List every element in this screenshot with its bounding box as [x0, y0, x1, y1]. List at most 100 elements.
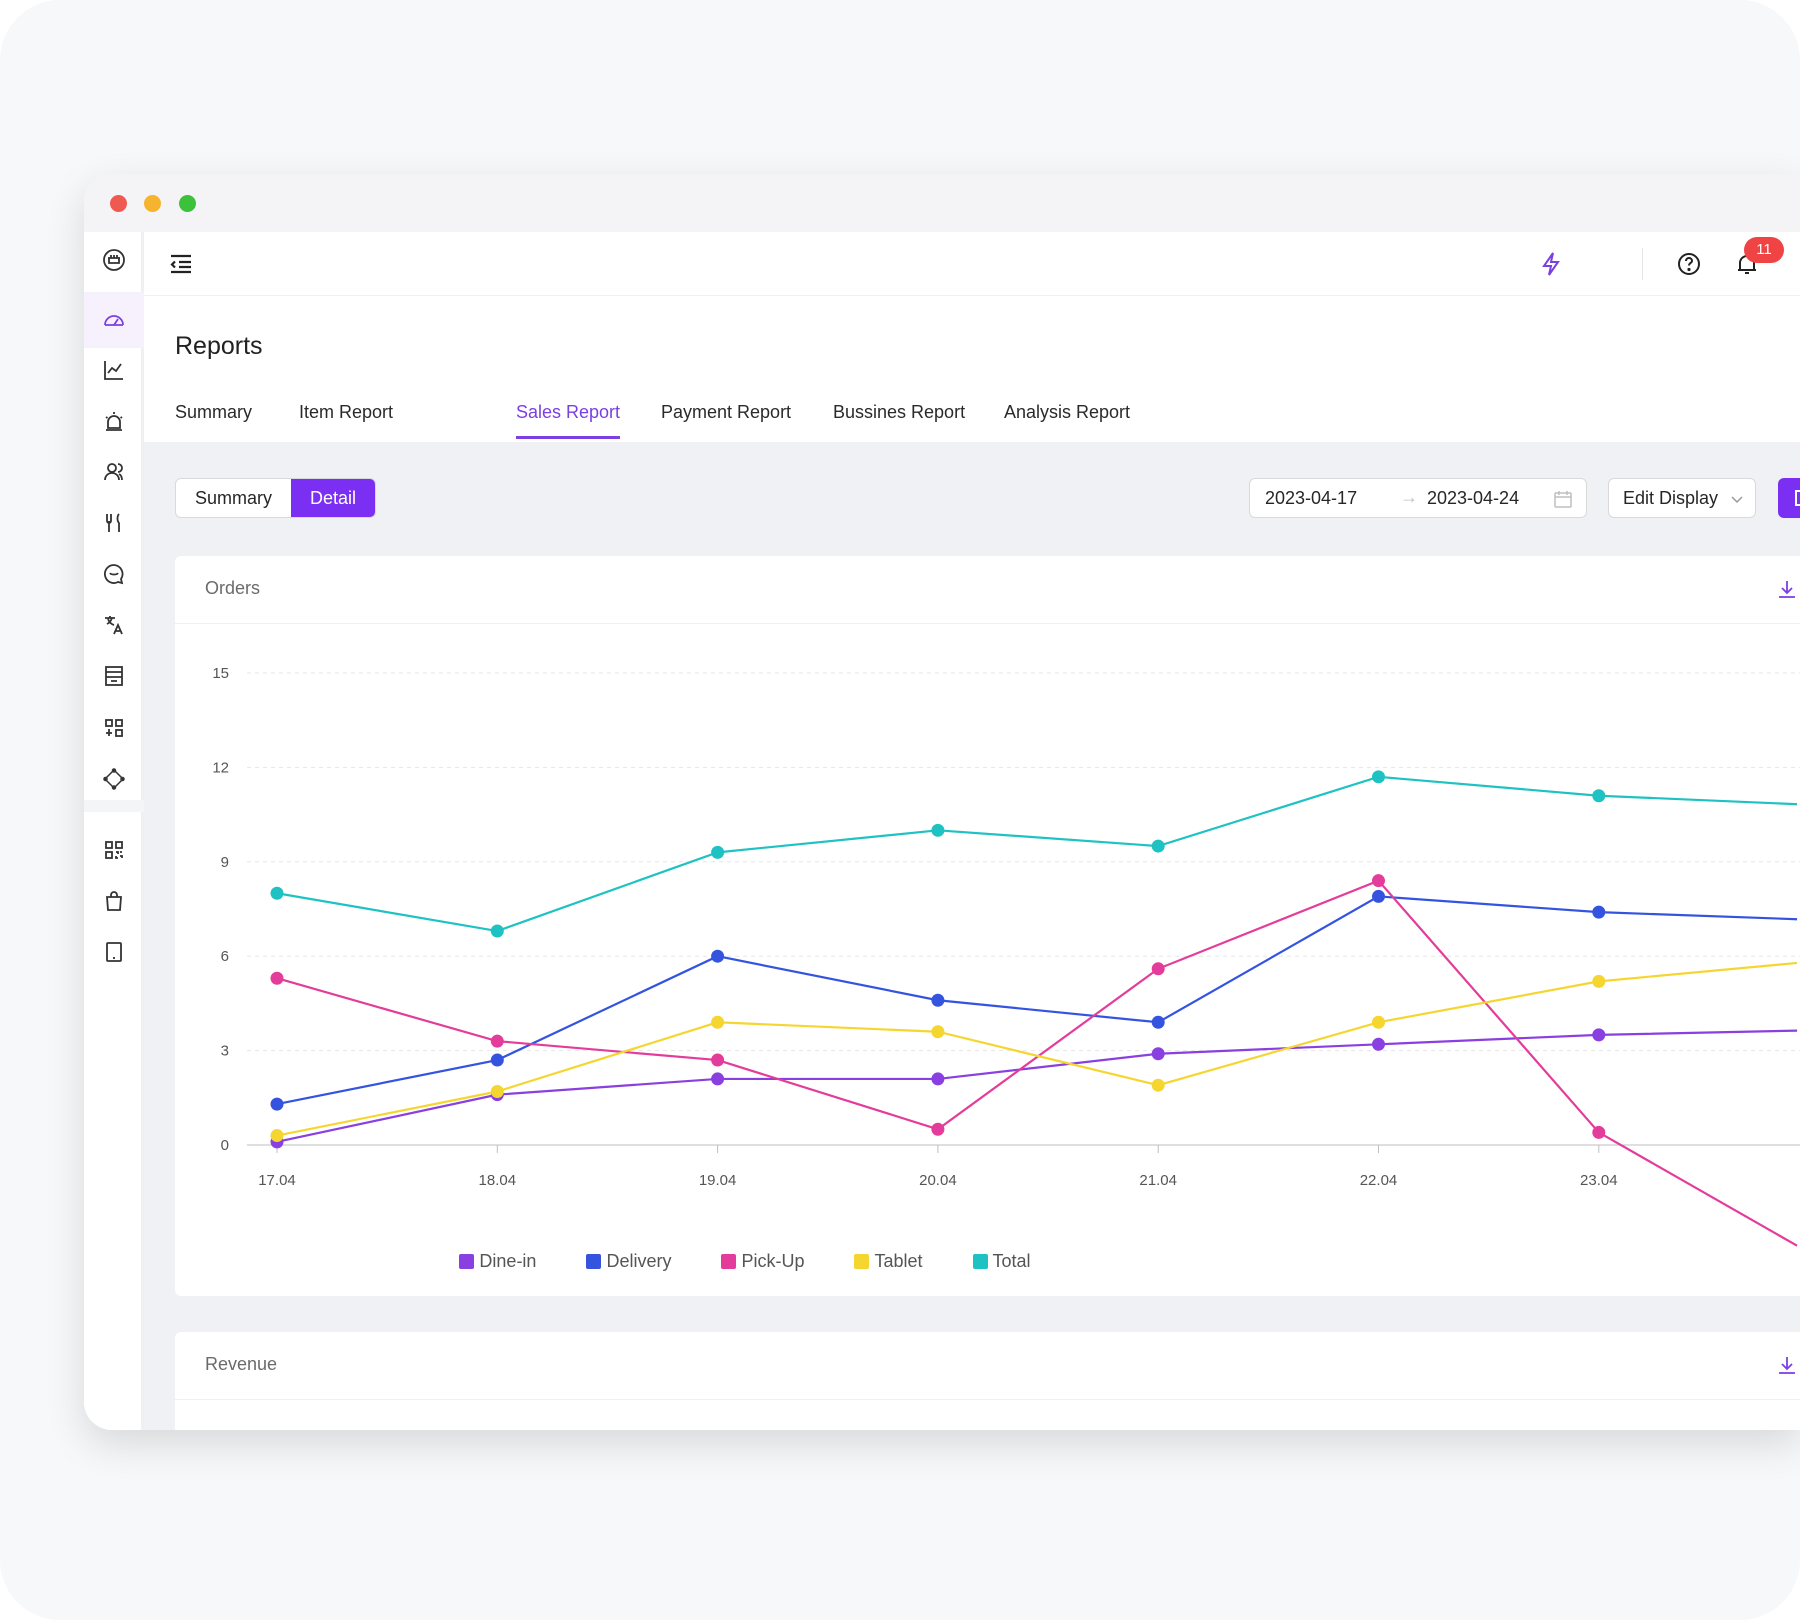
- data-point-total: [931, 823, 945, 837]
- detail-toggle-button[interactable]: Detail: [291, 479, 376, 517]
- data-point-total: [711, 845, 725, 859]
- x-tick-label: 19.04: [699, 1172, 737, 1189]
- shop-icon[interactable]: [100, 662, 128, 690]
- data-point-delivery: [1592, 905, 1606, 919]
- apps-icon[interactable]: [100, 714, 128, 742]
- orders-line-chart: 0 3 6 9 12 15 17.04 18.04 19.04 20.04 21.04 22.04 23…: [212, 665, 1800, 1247]
- x-tick-label: 21.04: [1139, 1172, 1177, 1189]
- legend-item-tablet[interactable]: Tablet: [854, 1248, 923, 1274]
- data-point-tablet: [1372, 1015, 1385, 1029]
- legend-item-pick-up[interactable]: Pick-Up: [721, 1248, 804, 1274]
- view-toggle: Summary Detail: [175, 478, 377, 518]
- users-icon[interactable]: [100, 458, 128, 486]
- chat-icon[interactable]: [100, 560, 128, 588]
- date-start[interactable]: 2023-04-17: [1265, 488, 1358, 508]
- sidebar-divider: [84, 800, 144, 812]
- y-tick-label: 9: [221, 854, 229, 871]
- data-point-pick-up: [490, 1034, 504, 1048]
- notification-badge: 11: [1744, 237, 1784, 263]
- data-point-delivery: [711, 949, 725, 963]
- legend-label: Dine-in: [479, 1250, 537, 1271]
- active-tab-indicator: [516, 436, 620, 439]
- orders-card-divider: [175, 623, 1800, 624]
- data-point-tablet: [270, 1129, 284, 1143]
- series-line-dine-in: [276, 1029, 1798, 1143]
- data-point-pick-up: [270, 971, 284, 985]
- data-point-dine-in: [931, 1072, 945, 1086]
- tablet-icon[interactable]: [100, 938, 128, 966]
- menu-fold-icon[interactable]: [168, 251, 194, 277]
- summary-toggle-button[interactable]: Summary: [195, 488, 273, 508]
- orders-card-title: Orders: [205, 578, 261, 598]
- dashboard-icon[interactable]: [100, 306, 128, 334]
- legend-label: Delivery: [606, 1250, 672, 1271]
- data-point-delivery: [490, 1053, 504, 1067]
- date-end[interactable]: 2023-04-24: [1427, 488, 1520, 508]
- tab-bussines-report[interactable]: Bussines Report: [833, 402, 966, 422]
- data-point-dine-in: [1151, 1047, 1165, 1061]
- x-tick-label: 22.04: [1360, 1172, 1398, 1189]
- data-point-total: [490, 924, 504, 938]
- calendar-icon: [1554, 491, 1572, 508]
- chevron-down-icon: [1731, 496, 1743, 504]
- help-icon[interactable]: [1676, 251, 1702, 277]
- legend-swatch: [721, 1253, 737, 1269]
- export-button[interactable]: [1778, 478, 1800, 518]
- tab-sales-report[interactable]: Sales Report: [516, 402, 621, 422]
- data-point-delivery: [270, 1097, 284, 1111]
- sidebar: [84, 232, 144, 1430]
- legend-label: Pick-Up: [741, 1250, 805, 1271]
- series-line-total: [276, 775, 1798, 933]
- tab-summary[interactable]: Summary: [175, 402, 253, 422]
- tab-analysis-report[interactable]: Analysis Report: [1004, 402, 1131, 422]
- close-window-button[interactable]: [110, 195, 127, 212]
- utensils-icon[interactable]: [100, 509, 128, 537]
- legend-swatch: [854, 1253, 870, 1269]
- legend-item-delivery[interactable]: Delivery: [586, 1248, 671, 1274]
- page-title: Reports: [175, 332, 263, 360]
- export-icon: [1795, 490, 1800, 506]
- date-range-arrow: →: [1400, 487, 1418, 507]
- date-range-picker[interactable]: 2023-04-17 → 2023-04-24: [1249, 478, 1587, 518]
- data-point-pick-up: [931, 1122, 945, 1136]
- data-point-pick-up: [711, 1053, 725, 1067]
- data-point-tablet: [1592, 974, 1606, 988]
- y-tick-label: 12: [212, 759, 229, 776]
- series-line-delivery: [276, 895, 1798, 1106]
- chart-line-icon[interactable]: [100, 356, 128, 384]
- tab-payment-report[interactable]: Payment Report: [661, 402, 792, 422]
- shopping-bag-icon[interactable]: [100, 887, 128, 915]
- legend-item-dine-in[interactable]: Dine-in: [459, 1248, 536, 1274]
- x-tick-label: 23.04: [1580, 1172, 1618, 1189]
- data-point-total: [1372, 770, 1385, 784]
- top-bar-divider: [1642, 248, 1643, 280]
- alarm-icon[interactable]: [100, 407, 128, 435]
- x-tick-label: 20.04: [919, 1172, 957, 1189]
- edit-display-dropdown[interactable]: Edit Display: [1608, 478, 1756, 518]
- data-point-delivery: [1151, 1015, 1165, 1029]
- sidebar-active-highlight: [84, 292, 144, 348]
- data-point-delivery: [931, 993, 945, 1007]
- legend-swatch: [972, 1253, 988, 1269]
- data-point-delivery: [1372, 889, 1385, 903]
- tab-item-report[interactable]: Item Report: [299, 402, 394, 422]
- integration-icon[interactable]: [100, 765, 128, 793]
- translate-icon[interactable]: [100, 611, 128, 639]
- maximize-window-button[interactable]: [179, 195, 196, 212]
- lightning-icon[interactable]: [1538, 251, 1564, 277]
- chart-legend: Dine-in Delivery Pick-Up Tablet Total: [175, 1248, 1315, 1274]
- data-point-tablet: [711, 1015, 725, 1029]
- app-window: 11 Reports Summary Item Report Sales Rep…: [84, 174, 1800, 1430]
- data-point-total: [1592, 789, 1606, 803]
- legend-item-total[interactable]: Total: [972, 1248, 1031, 1274]
- qr-code-icon[interactable]: [100, 836, 128, 864]
- download-icon[interactable]: [1776, 1354, 1798, 1376]
- top-bar: 11: [144, 232, 1800, 296]
- data-point-dine-in: [1372, 1037, 1385, 1051]
- minimize-window-button[interactable]: [144, 195, 161, 212]
- download-icon[interactable]: [1776, 578, 1798, 600]
- store-icon[interactable]: [100, 246, 128, 274]
- series-line-tablet: [276, 961, 1798, 1137]
- data-point-tablet: [1151, 1078, 1165, 1092]
- data-point-dine-in: [711, 1072, 725, 1086]
